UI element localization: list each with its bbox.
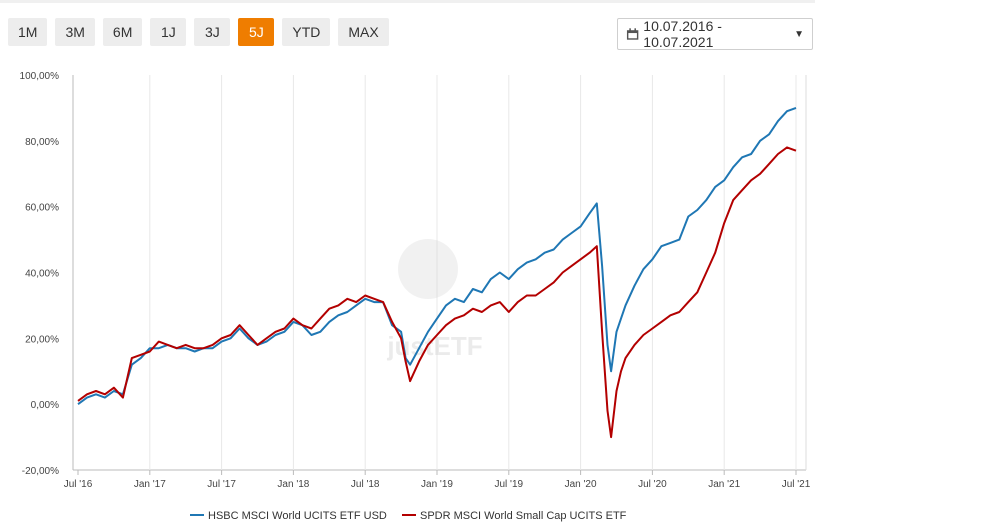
y-tick-label: 80,00% <box>25 137 59 148</box>
x-tick-label: Jul '16 <box>64 479 93 490</box>
x-tick-label: Jul '21 <box>782 479 811 490</box>
x-tick-label: Jan '17 <box>134 479 166 490</box>
series-line-spdr <box>77 146 797 439</box>
y-tick-label: -20,00% <box>22 466 59 477</box>
x-tick-label: Jan '19 <box>421 479 453 490</box>
range-button-1j[interactable]: 1J <box>150 18 187 46</box>
range-button-max[interactable]: MAX <box>338 18 389 46</box>
range-button-5j[interactable]: 5J <box>238 18 275 46</box>
range-button-6m[interactable]: 6M <box>102 18 143 46</box>
x-tick-label: Jan '21 <box>708 479 740 490</box>
watermark-logo <box>398 239 458 299</box>
y-tick-label: 60,00% <box>25 203 59 214</box>
range-button-1m[interactable]: 1M <box>8 18 48 46</box>
x-tick-label: Jul '18 <box>351 479 380 490</box>
y-tick-label: 20,00% <box>25 334 59 345</box>
range-button-ytd[interactable]: YTD <box>282 18 331 46</box>
calendar-icon <box>626 28 639 40</box>
range-selector: 1M 3M 6M 1J 3J 5J YTD MAX <box>8 18 389 46</box>
top-divider <box>0 0 815 3</box>
watermark: justETF <box>386 239 483 361</box>
range-button-3j[interactable]: 3J <box>194 18 231 46</box>
legend-label: SPDR MSCI World Small Cap UCITS ETF <box>420 510 627 522</box>
y-tick-label: 0,00% <box>31 400 59 411</box>
x-tick-label: Jan '18 <box>277 479 309 490</box>
x-tick-label: Jul '17 <box>207 479 236 490</box>
date-range-label: 10.07.2016 - 10.07.2021 <box>643 18 722 50</box>
x-tick-label: Jul '20 <box>638 479 667 490</box>
range-button-3m[interactable]: 3M <box>55 18 95 46</box>
legend-label: HSBC MSCI World UCITS ETF USD <box>208 510 387 522</box>
date-range-dropdown[interactable]: 10.07.2016 - 10.07.2021 ▼ <box>617 18 813 50</box>
chevron-down-icon: ▼ <box>794 28 804 40</box>
x-tick-label: Jan '20 <box>565 479 597 490</box>
y-tick-label: 100,00% <box>20 71 60 82</box>
y-tick-label: 40,00% <box>25 269 59 280</box>
x-tick-label: Jul '19 <box>495 479 524 490</box>
